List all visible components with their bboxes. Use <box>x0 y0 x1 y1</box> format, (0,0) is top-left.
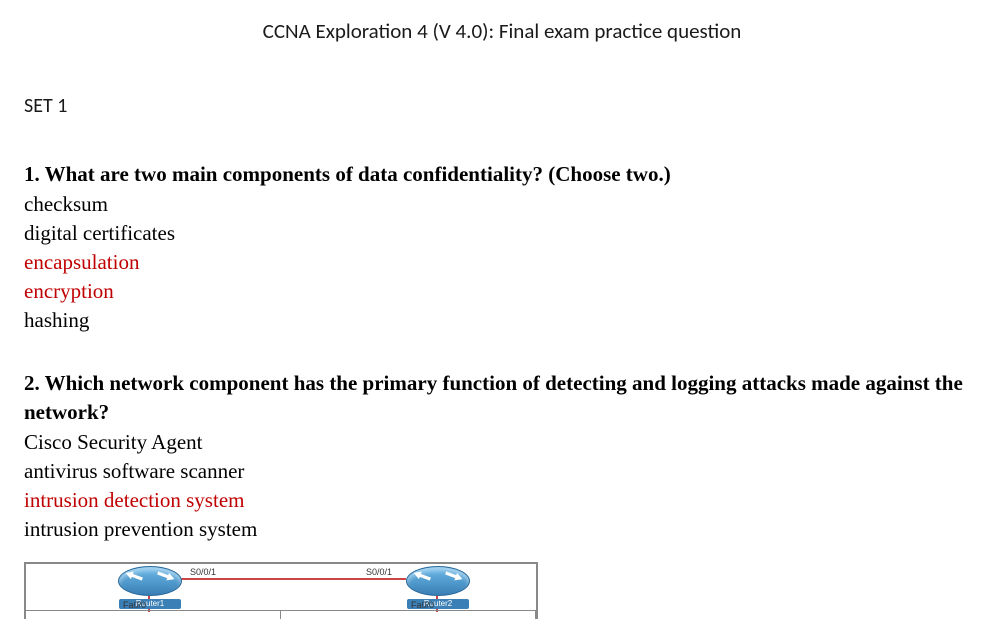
question-block-1: 1. What are two main components of data … <box>24 160 992 335</box>
interface-label: S0/0/1 <box>190 567 216 577</box>
question-block-2: 2. Which network component has the prima… <box>24 369 992 544</box>
question-text: 2. Which network component has the prima… <box>24 369 992 426</box>
answer-option-correct: intrusion detection system <box>24 486 992 515</box>
answer-option: digital certificates <box>24 219 992 248</box>
answer-option-correct: encapsulation <box>24 248 992 277</box>
router-1-icon: Router1 <box>118 566 182 596</box>
answer-option: antivirus software scanner <box>24 457 992 486</box>
question-text: 1. What are two main components of data … <box>24 160 992 188</box>
diagram-caption-row <box>26 610 536 619</box>
content-area: SET 1 1. What are two main components of… <box>0 94 1004 544</box>
answer-option: hashing <box>24 306 992 335</box>
answer-option: intrusion prevention system <box>24 515 992 544</box>
interface-label: Fa0/0 <box>411 600 434 610</box>
interface-label: S0/0/1 <box>366 567 392 577</box>
answer-list: Cisco Security Agent antivirus software … <box>24 428 992 544</box>
router-2-icon: Router2 <box>406 566 470 596</box>
page-title: CCNA Exploration 4 (V 4.0): Final exam p… <box>0 0 1004 94</box>
network-diagram: Router1 Router2 S0/0/1 S0/0/1 Fa0/0 Fa0/… <box>24 562 538 619</box>
serial-link <box>180 578 406 580</box>
answer-option: checksum <box>24 190 992 219</box>
answer-list: checksum digital certificates encapsulat… <box>24 190 992 335</box>
answer-option: Cisco Security Agent <box>24 428 992 457</box>
interface-label: Fa0/0 <box>123 600 146 610</box>
set-label: SET 1 <box>24 94 992 118</box>
answer-option-correct: encryption <box>24 277 992 306</box>
